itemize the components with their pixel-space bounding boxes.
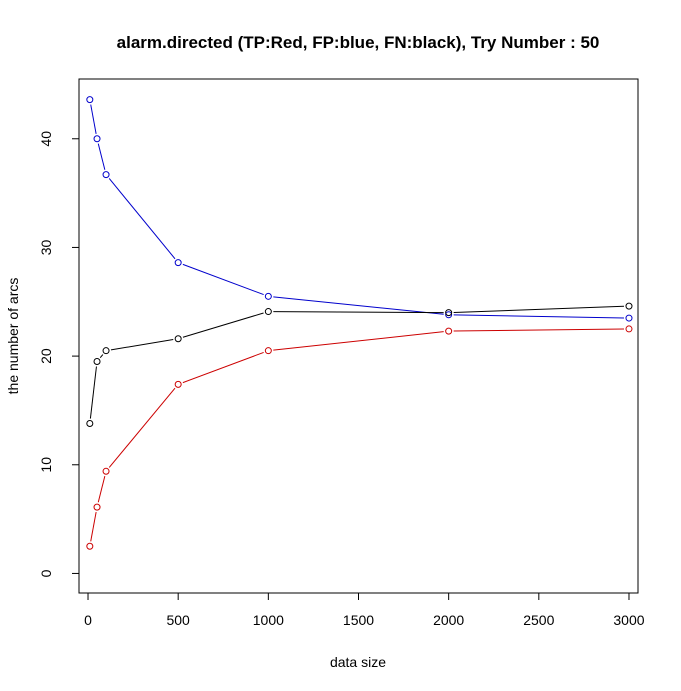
series-line-segment [182,351,264,384]
data-point [102,347,110,355]
data-point [445,327,453,335]
series-line-segment [110,339,174,351]
series-line-segment [182,263,264,296]
series-2 [86,302,633,427]
series-line-segment [90,104,97,134]
series-line-segment [182,312,264,338]
data-point [625,302,633,310]
series-line-segment [108,178,176,260]
series-line-segment [273,296,444,315]
series-1 [86,96,633,322]
data-point [86,419,94,427]
series-line-segment [99,354,104,359]
x-tick-label: 0 [84,612,92,628]
x-tick-label: 2500 [523,612,554,628]
series-line-segment [453,328,624,332]
x-tick-label: 1000 [253,612,284,628]
data-point [174,259,182,267]
y-tick-label: 40 [38,131,54,147]
series-line-segment [453,314,624,319]
data-point [174,380,182,388]
series-layer [86,96,633,550]
series-line-segment [97,143,106,170]
data-point [625,314,633,322]
x-tick-label: 1500 [343,612,374,628]
x-axis-label: data size [330,654,386,670]
data-point [445,309,453,317]
series-3 [86,325,633,550]
data-point [445,311,453,319]
data-point [86,96,94,104]
series-line-segment [89,366,97,419]
data-point [93,358,101,366]
x-axis: 0 500 1000 1500 2000 2500 3000 [84,592,645,628]
y-axis: 0 10 20 30 40 [38,131,80,577]
data-point [264,308,272,316]
y-tick-label: 0 [38,569,54,577]
series-line-segment [90,511,97,542]
series-line-segment [453,305,625,313]
data-point [174,335,182,343]
series-line-segment [97,476,106,503]
y-tick-label: 10 [38,457,54,473]
data-point [93,135,101,143]
data-point [86,542,94,550]
plot-frame [78,78,639,594]
y-tick-label: 20 [38,348,54,364]
x-tick-label: 500 [166,612,190,628]
chart-title: alarm.directed (TP:Red, FP:blue, FN:blac… [117,33,600,52]
y-axis-label: the number of arcs [5,278,21,395]
x-tick-label: 2000 [433,612,464,628]
data-point [102,467,110,475]
data-point [264,292,272,300]
series-line-segment [273,311,444,314]
data-point [264,347,272,355]
y-tick-label: 30 [38,239,54,255]
series-line-segment [108,387,176,468]
data-point [102,171,110,179]
data-point [93,503,101,511]
data-point [625,325,633,333]
x-tick-label: 3000 [613,612,644,628]
series-line-segment [273,331,444,351]
